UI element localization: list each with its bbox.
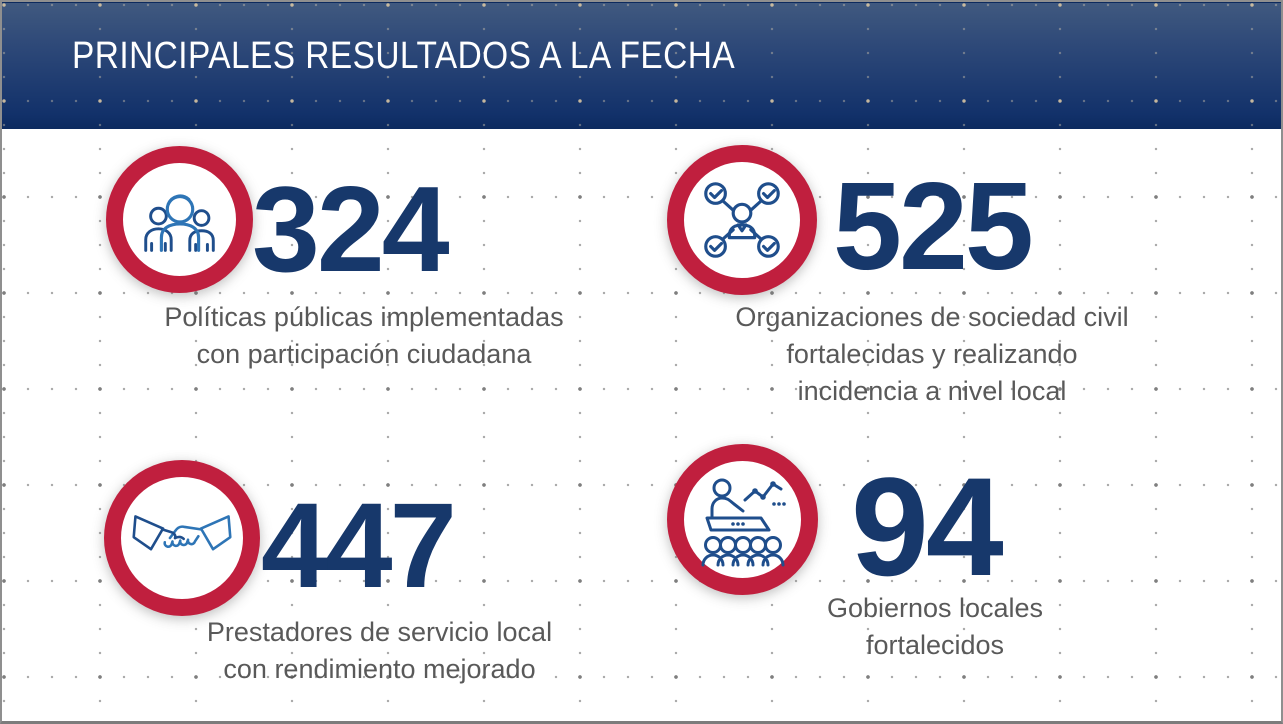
stat-circle-prestadores [104,460,260,616]
stat-value-organizaciones: 525 [833,158,1034,296]
stat-circle-politicas [106,146,253,293]
slide-header: PRINCIPALES RESULTADOS A LA FECHA [2,2,1281,129]
network-approvals-icon [695,173,789,267]
stat-label-gobiernos: Gobiernos locales fortalecidos [826,593,1044,660]
people-group-icon [133,173,227,267]
stat-label-organizaciones: Organizaciones de sociedad civil fortale… [735,302,1129,406]
stat-value-politicas: 324 [252,161,450,297]
stat-value-prestadores: 447 [261,477,457,613]
stat-value-gobiernos: 94 [851,448,1004,605]
stat-circle-organizaciones [667,145,817,295]
stat-label-politicas: Políticas públicas implementadas con par… [164,302,564,369]
stat-circle-gobiernos [667,444,818,595]
stat-label-prestadores: Prestadores de servicio local con rendim… [206,617,553,684]
slide-title: PRINCIPALES RESULTADOS A LA FECHA [72,35,736,77]
handshake-icon [132,506,232,570]
government-presentation-icon [695,472,791,568]
